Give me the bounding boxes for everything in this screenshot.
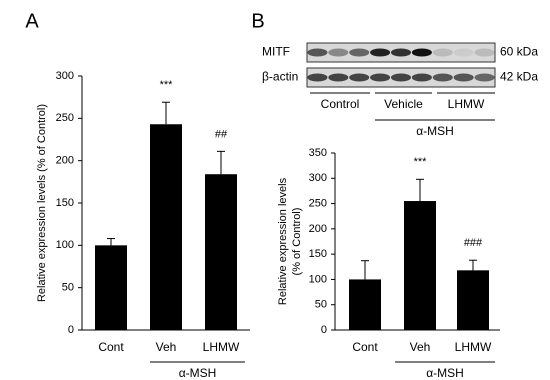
x-tick-label: Veh [156, 340, 177, 354]
blot-band [411, 73, 432, 82]
y-tick-label: 250 [56, 112, 74, 124]
panel-label: B [251, 10, 264, 32]
blot-band [474, 48, 495, 57]
blot-row-label: MITF [262, 45, 290, 59]
blot-band [307, 73, 328, 82]
blot-band [474, 73, 495, 82]
y-tick-label: 0 [68, 324, 74, 336]
blot-band [432, 73, 453, 82]
bar [349, 279, 381, 330]
x-tick-label: Cont [352, 340, 378, 354]
y-tick-label: 350 [309, 147, 327, 159]
blot-group-label: Vehicle [384, 97, 423, 111]
blot-band [370, 73, 391, 82]
bar [205, 174, 237, 330]
blot-band [328, 73, 349, 82]
blot-group-label: LHMW [448, 97, 485, 111]
y-tick-label: 200 [56, 155, 74, 167]
bar [95, 245, 127, 330]
blot-size-label: 60 kDa [500, 45, 538, 59]
y-tick-label: 50 [315, 299, 327, 311]
bar [404, 201, 436, 330]
x-tick-label: Veh [410, 340, 431, 354]
significance-mark: ## [215, 128, 228, 140]
y-tick-label: 300 [56, 70, 74, 82]
blot-band [349, 48, 370, 57]
y-tick-label: 0 [321, 324, 327, 336]
blot-size-label: 42 kDa [500, 70, 538, 84]
x-tick-label: Cont [98, 340, 124, 354]
y-tick-label: 100 [56, 239, 74, 251]
y-tick-label: 150 [56, 197, 74, 209]
blot-band [453, 73, 474, 82]
blot-group-label: Control [321, 97, 360, 111]
significance-mark: *** [160, 79, 174, 91]
panel-label: A [25, 10, 39, 32]
blot-band [390, 48, 412, 57]
y-axis-label: (% of Control) [291, 208, 303, 276]
y-tick-label: 300 [309, 172, 327, 184]
y-tick-label: 250 [309, 197, 327, 209]
y-axis-label: Relative expression levels (% of Control… [36, 104, 48, 302]
blot-band [328, 48, 349, 57]
bar [150, 124, 182, 330]
blot-band [390, 73, 412, 82]
y-axis-label: Relative expression levels [277, 177, 289, 305]
blot-row-label: β-actin [262, 70, 298, 84]
significance-mark: *** [414, 156, 428, 168]
y-tick-label: 100 [309, 273, 327, 285]
significance-mark: ### [464, 237, 483, 249]
group-label: α-MSH [179, 366, 217, 380]
x-tick-label: LHMW [203, 340, 240, 354]
blot-band [453, 48, 474, 57]
x-tick-label: LHMW [455, 340, 492, 354]
y-tick-label: 50 [62, 282, 74, 294]
blot-band [307, 48, 328, 57]
blot-band [370, 48, 391, 57]
y-tick-label: 200 [309, 223, 327, 235]
bar [457, 270, 489, 330]
group-label: α-MSH [426, 366, 464, 380]
blot-band [432, 48, 453, 57]
blot-band [349, 73, 370, 82]
blot-treatment-label: α-MSH [416, 124, 454, 138]
y-tick-label: 150 [309, 248, 327, 260]
blot-band [411, 48, 432, 57]
